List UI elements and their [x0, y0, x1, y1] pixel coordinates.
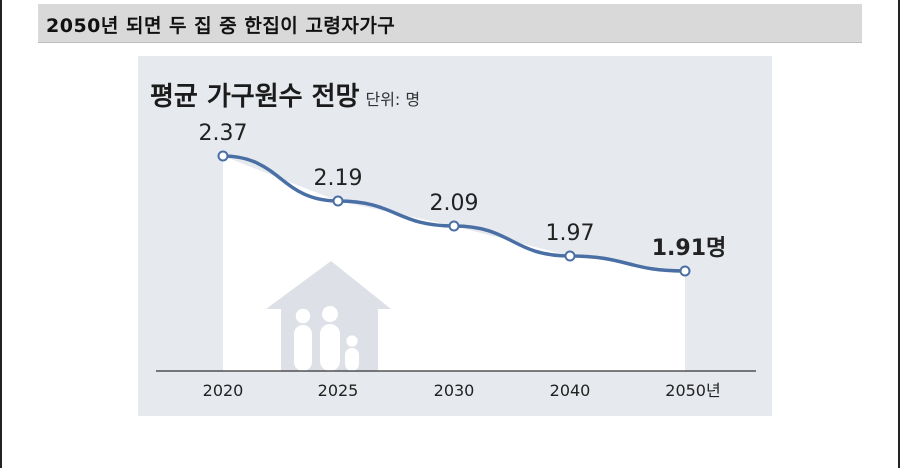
chart-title: 평균 가구원수 전망 단위: 명: [150, 76, 420, 113]
x-tick-label: 2025: [318, 381, 359, 400]
family-head: [346, 335, 358, 347]
x-tick-label: 2040: [550, 381, 591, 400]
x-tick-label: 2020: [203, 381, 244, 400]
data-point: [332, 195, 344, 207]
data-label: 1.91명: [652, 236, 727, 261]
family-silhouette: [294, 306, 359, 371]
family-body: [345, 348, 359, 371]
line-chart: 2.37 2020 2.19 2025 2.09 2030 1.97 2040 1.91명 205…: [156, 121, 756, 400]
data-label: 2.09: [430, 191, 479, 216]
family-body: [294, 325, 312, 371]
data-label: 1.97: [546, 221, 595, 246]
x-tick-label: 2050년: [665, 381, 720, 400]
chart-panel: 2.37 2020 2.19 2025 2.09 2030 1.97 2040 1.91명 205…: [138, 56, 772, 416]
data-point: [679, 265, 691, 277]
header-bar: 2050년 되면 두 집 중 한집이 고령자가구: [38, 4, 862, 43]
chart-title-text: 평균 가구원수 전망: [150, 82, 360, 112]
page-title: 2050년 되면 두 집 중 한집이 고령자가구: [46, 15, 396, 37]
family-head: [295, 308, 311, 324]
family-head: [322, 306, 338, 322]
data-label: 2.37: [199, 121, 248, 146]
data-point: [564, 250, 576, 262]
family-body: [320, 324, 340, 371]
data-label: 2.19: [314, 166, 363, 191]
data-point: [217, 150, 229, 162]
chart-unit-label: 단위: 명: [365, 90, 421, 109]
data-point: [448, 220, 460, 232]
x-tick-label: 2030: [434, 381, 475, 400]
